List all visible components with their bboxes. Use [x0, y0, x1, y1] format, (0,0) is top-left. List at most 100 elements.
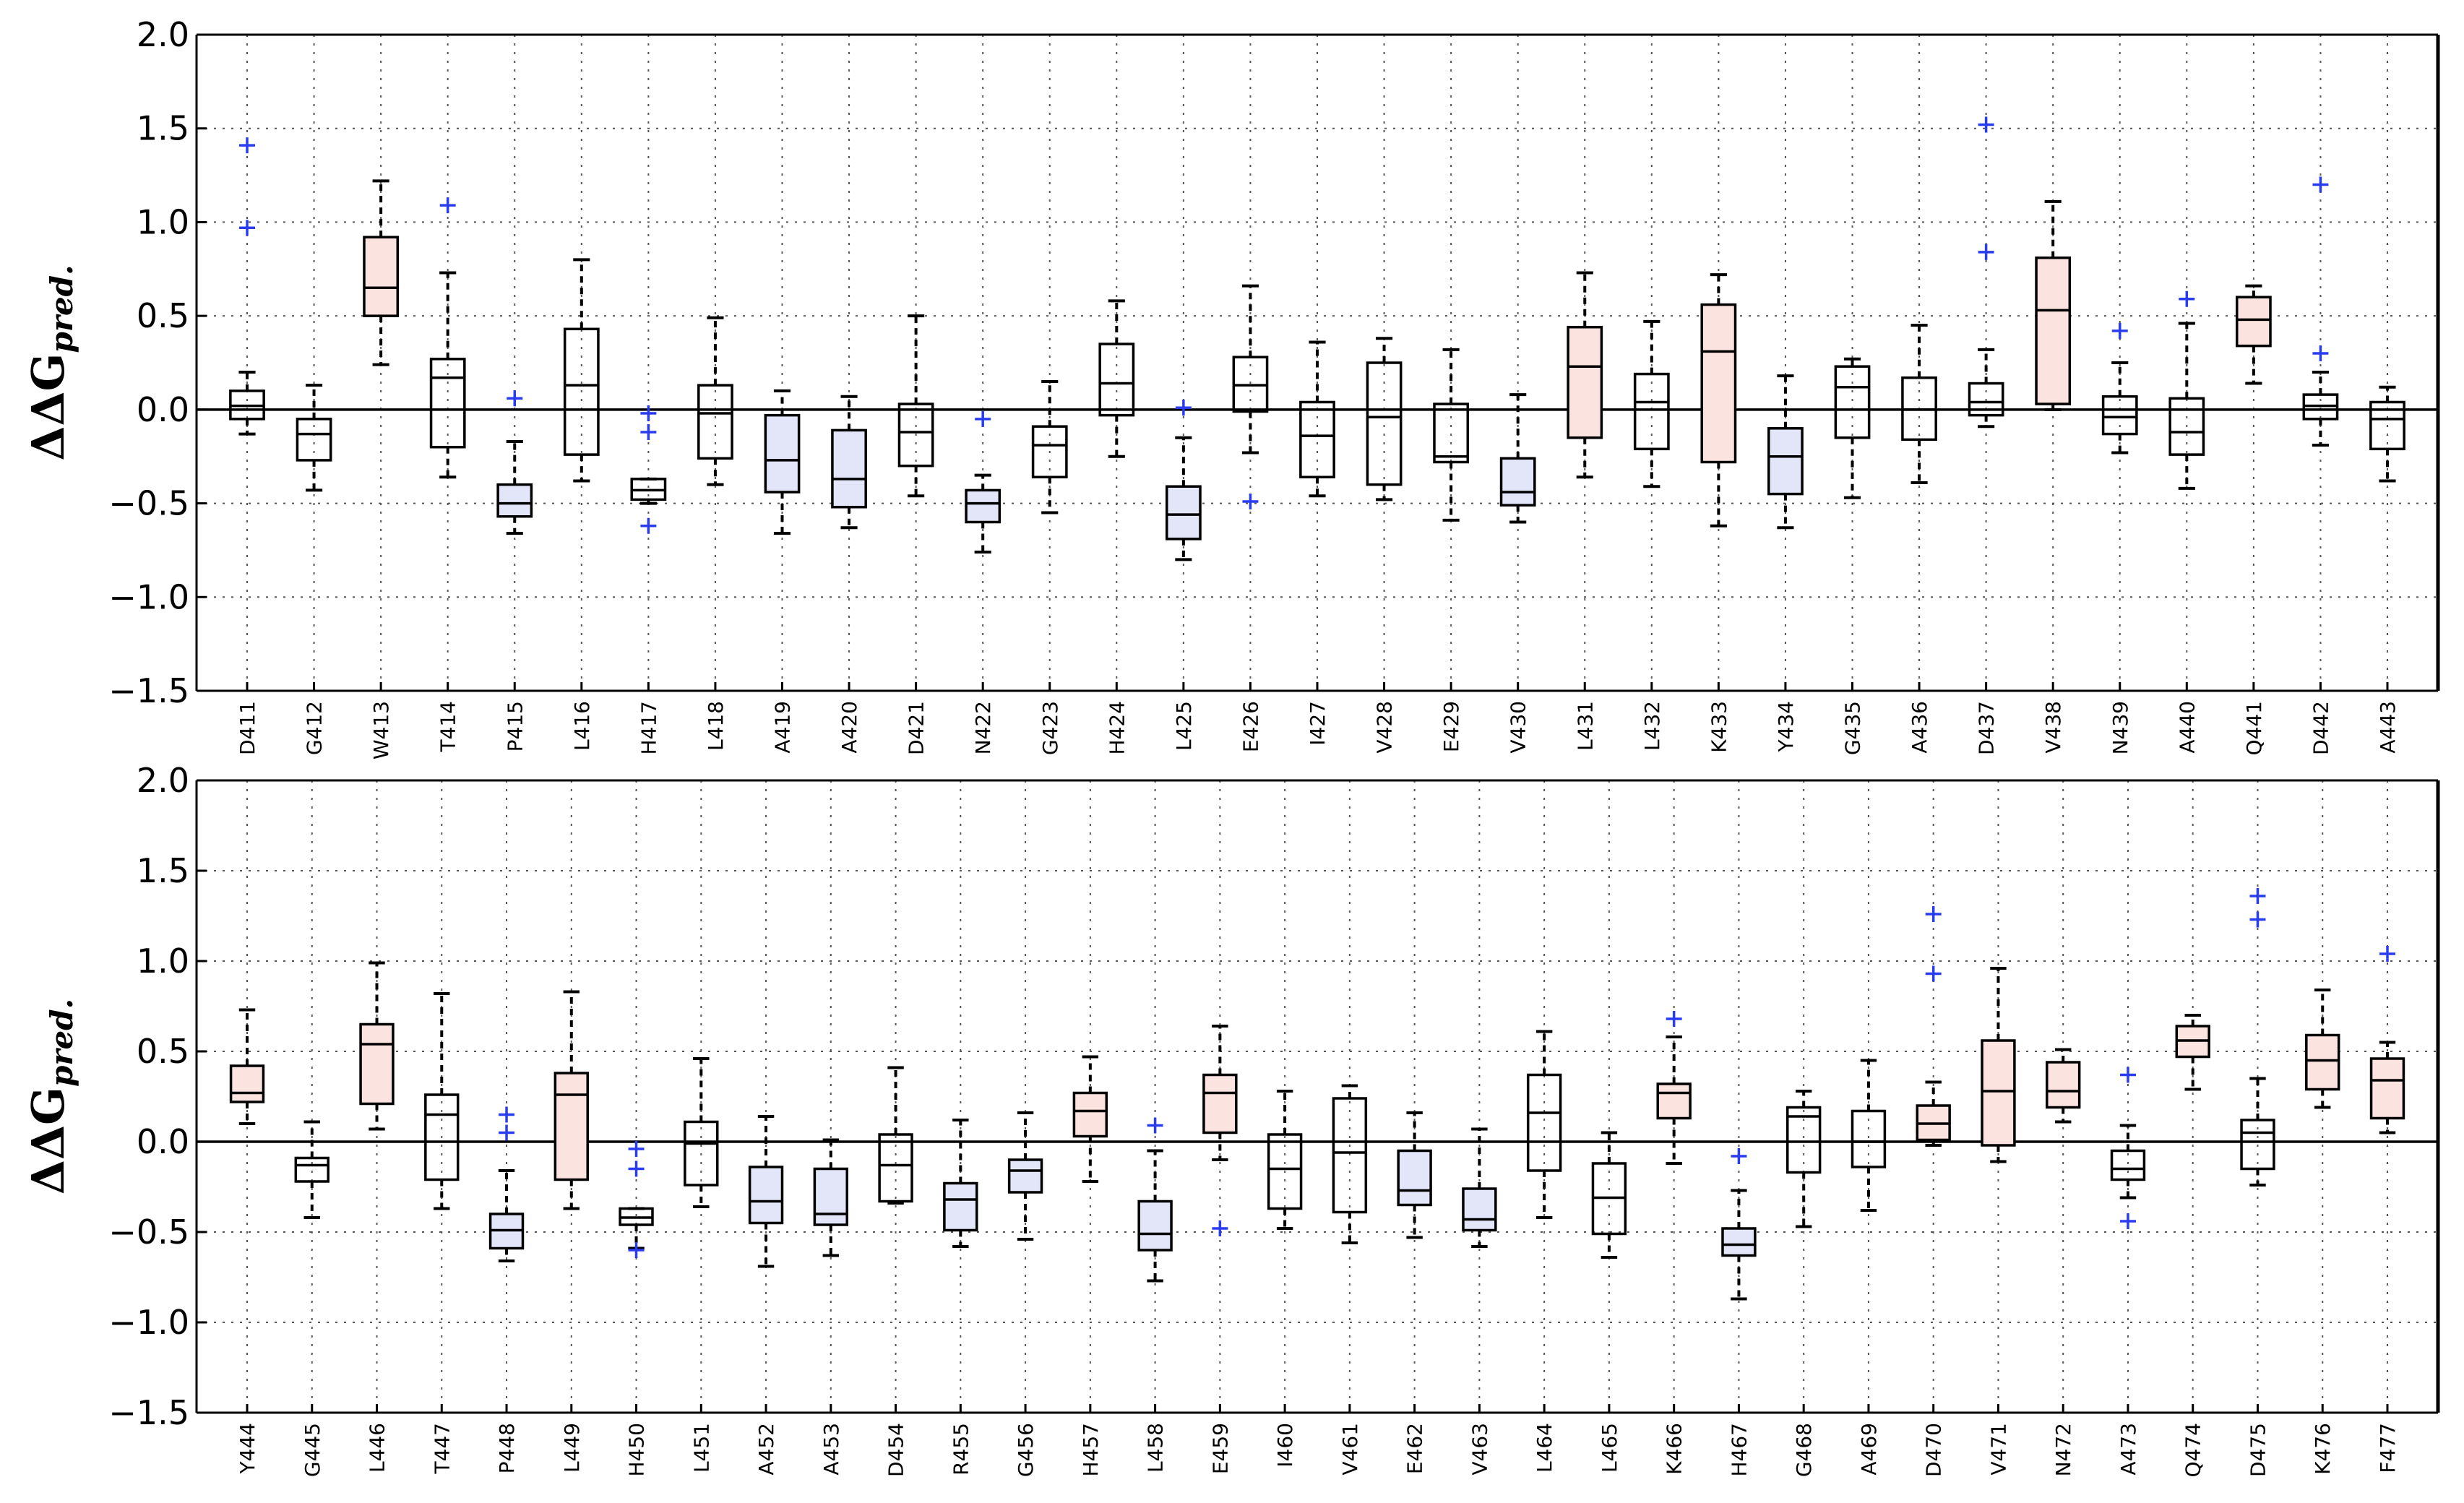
box-iqr	[1165, 485, 1202, 541]
outlier-marker	[499, 1106, 515, 1123]
box-iqr	[1299, 400, 1335, 479]
box-I460	[1267, 1090, 1303, 1230]
box-iqr	[1332, 1097, 1368, 1214]
box-A440	[2168, 290, 2205, 490]
box-A443	[2369, 385, 2405, 483]
box-iqr	[748, 1166, 784, 1225]
outlier-marker	[2249, 911, 2266, 928]
box-iqr	[1462, 1187, 1497, 1232]
xtick-label: V430	[1507, 701, 1530, 754]
panel-2: 2.0 1.5 1.0 0.5 0.0 −0.5 −1.0 −1.5 Y444 G445 L446 T…	[22, 761, 2440, 1477]
xtick-label: N472	[2051, 1423, 2075, 1476]
box-iqr	[1366, 361, 1403, 486]
box-A469	[1851, 1059, 1887, 1212]
xtick-label: H467	[1727, 1423, 1751, 1477]
ytick-label: −1.0	[108, 577, 189, 616]
outlier-marker	[2379, 946, 2395, 962]
xtick-label: E426	[1239, 701, 1262, 752]
xtick-label: H450	[625, 1423, 649, 1477]
xtick-label: D437	[1975, 701, 1999, 755]
box-iqr	[1397, 1149, 1432, 1207]
box-N472	[2046, 1048, 2081, 1124]
box-K476	[2305, 989, 2340, 1109]
xtick-label: L449	[560, 1423, 584, 1473]
box-iqr	[1031, 425, 1068, 479]
box-iqr	[1526, 1073, 1562, 1172]
ytick-label: 0.5	[137, 296, 189, 335]
xtick-label: G423	[1038, 701, 1062, 755]
box-V428	[1366, 337, 1403, 501]
outlier-marker	[499, 1124, 515, 1141]
box-G445	[294, 1120, 329, 1219]
xtick-label: K433	[1707, 701, 1731, 753]
xtick-label: A436	[1908, 701, 1931, 754]
box-iqr	[813, 1167, 849, 1226]
box-K466	[1656, 1011, 1692, 1165]
box-iqr	[1981, 1039, 2016, 1147]
xtick-label: L465	[1598, 1423, 1621, 1473]
box-V471	[1981, 967, 2016, 1163]
box-G423	[1031, 379, 1068, 514]
box-Y444	[229, 1008, 265, 1125]
ytick-label: −0.5	[108, 484, 189, 523]
box-E426	[1232, 284, 1269, 509]
outlier-marker	[507, 390, 523, 407]
outlier-marker	[628, 1242, 645, 1258]
y-axis-label-subscript: pred.	[44, 999, 79, 1087]
box-P448	[488, 1106, 525, 1262]
xtick-label: F477	[2376, 1423, 2400, 1473]
box-T414	[429, 197, 466, 479]
ytick-label: −1.0	[108, 1303, 189, 1342]
box-A419	[764, 389, 801, 535]
outlier-marker	[239, 137, 255, 154]
outlier-marker	[2119, 1213, 2136, 1229]
box-iqr	[1499, 457, 1536, 507]
xtick-label: W413	[369, 701, 393, 759]
box-iqr	[2305, 1033, 2340, 1091]
xtick-label: Y444	[236, 1423, 259, 1475]
box-iqr	[1767, 427, 1804, 496]
y-axis-label: ΔΔGpred.	[22, 264, 79, 460]
xtick-label: D454	[884, 1423, 908, 1477]
box-iqr	[424, 1093, 460, 1181]
box-D437	[1968, 116, 2004, 428]
box-iqr	[831, 428, 867, 509]
box-iqr	[1202, 1073, 1238, 1134]
box-iqr	[1433, 402, 1470, 464]
box-iqr	[1633, 372, 1670, 451]
outlier-marker	[628, 1160, 645, 1177]
box-iqr	[2369, 1057, 2405, 1120]
outlier-marker	[2119, 1067, 2136, 1083]
box-L431	[1567, 271, 1603, 479]
outlier-marker	[640, 423, 657, 440]
box-L449	[553, 990, 589, 1210]
xtick-label: T447	[430, 1423, 454, 1475]
box-V430	[1499, 393, 1536, 524]
box-iqr	[897, 402, 934, 468]
box-E429	[1433, 348, 1470, 522]
box-V463	[1462, 1127, 1497, 1248]
ytick-label: 0.5	[137, 1032, 189, 1071]
xtick-label: D421	[905, 701, 929, 755]
box-iqr	[684, 1120, 719, 1187]
box-iqr	[2168, 397, 2205, 456]
xtick-label: G468	[1792, 1423, 1816, 1477]
xtick-label: L425	[1172, 701, 1196, 751]
xtick-label: A469	[1857, 1423, 1881, 1476]
xtick-label: V428	[1373, 701, 1397, 754]
xtick-label: D470	[1922, 1423, 1946, 1477]
xtick-label: A453	[819, 1423, 843, 1476]
box-G412	[296, 384, 332, 492]
box-G468	[1785, 1090, 1822, 1228]
box-W413	[363, 179, 400, 366]
outlier-marker	[2312, 176, 2329, 193]
box-D442	[2302, 176, 2339, 447]
xtick-label: H417	[637, 701, 660, 755]
xtick-label: G435	[1841, 701, 1865, 755]
box-iqr	[1267, 1133, 1303, 1210]
box-iqr	[697, 384, 733, 460]
xtick-label: Q474	[2181, 1423, 2205, 1477]
box-iqr	[1851, 1109, 1887, 1168]
box-iqr	[1072, 1091, 1108, 1138]
